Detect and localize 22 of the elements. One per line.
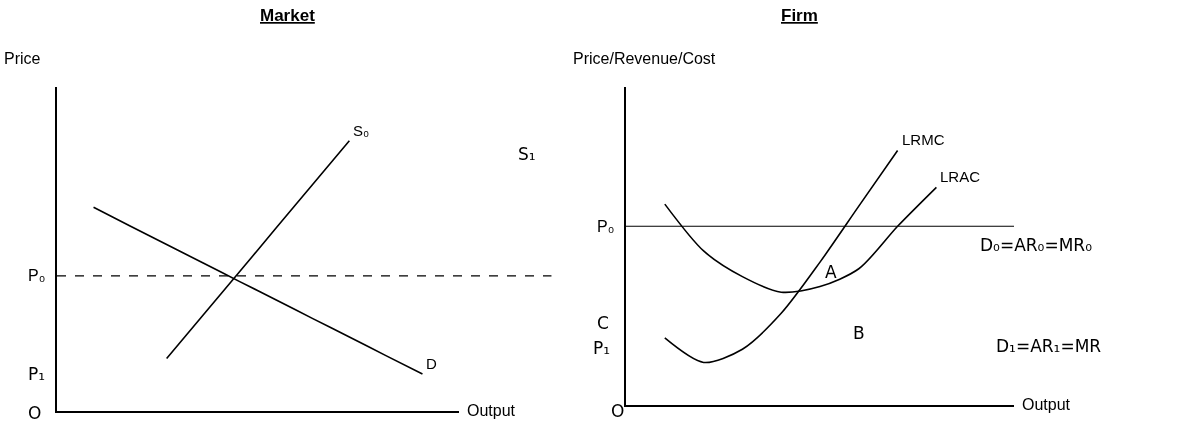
annotation: D₁=AR₁=MR	[996, 336, 1102, 356]
text: P₁	[593, 338, 611, 358]
text: C	[597, 313, 609, 333]
series-label: S₀	[353, 122, 370, 139]
annotation: B	[853, 323, 865, 343]
text: O	[28, 403, 42, 423]
y-axis-title: Price	[4, 50, 41, 67]
ref-line-label: P₀	[597, 218, 615, 235]
series-label: LRAC	[940, 168, 981, 185]
chart-title: Market	[260, 6, 316, 25]
ref-line-label: P₀	[28, 267, 46, 284]
series-label: LRMC	[902, 131, 945, 148]
text: S₁	[518, 144, 536, 164]
annotation: D₀=AR₀=MR₀	[980, 235, 1093, 255]
text: P₁	[28, 364, 46, 384]
annotation: A	[825, 262, 837, 282]
y-axis-title: Price/Revenue/Cost	[573, 50, 716, 67]
x-axis-title: Output	[467, 402, 516, 419]
chart-title: Firm	[781, 6, 818, 25]
text: O	[611, 401, 625, 421]
series-label: D	[426, 355, 437, 372]
x-axis-title: Output	[1022, 396, 1071, 413]
